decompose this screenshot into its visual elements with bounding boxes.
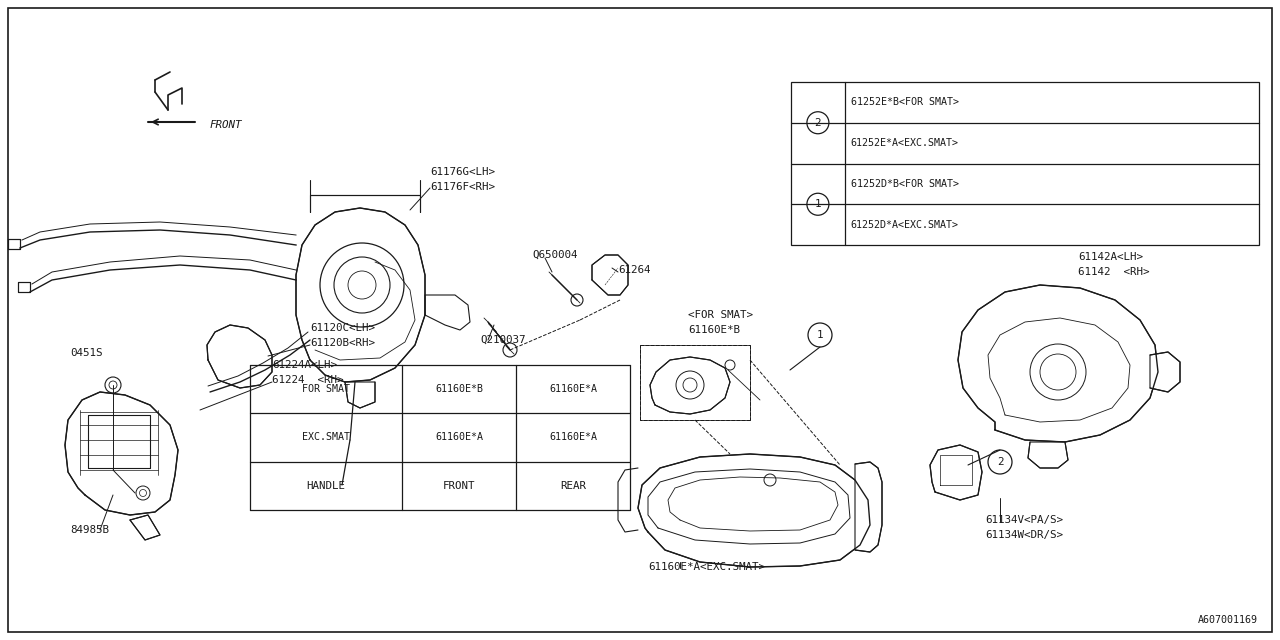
Polygon shape <box>957 285 1158 442</box>
Text: 61252D*B<FOR SMAT>: 61252D*B<FOR SMAT> <box>851 179 959 189</box>
Polygon shape <box>207 325 273 388</box>
Text: 1: 1 <box>817 330 823 340</box>
Text: 61176F<RH>: 61176F<RH> <box>430 182 495 192</box>
Text: FRONT: FRONT <box>443 481 475 491</box>
Text: 1: 1 <box>814 199 822 209</box>
Bar <box>791 82 1260 245</box>
Polygon shape <box>296 208 425 382</box>
Text: Q650004: Q650004 <box>532 250 577 260</box>
Text: 61252E*A<EXC.SMAT>: 61252E*A<EXC.SMAT> <box>851 138 959 148</box>
Text: 61134W<DR/S>: 61134W<DR/S> <box>986 530 1062 540</box>
Polygon shape <box>1028 442 1068 468</box>
Text: 61160E*A<EXC.SMAT>: 61160E*A<EXC.SMAT> <box>648 562 765 572</box>
Text: 61252E*B<FOR SMAT>: 61252E*B<FOR SMAT> <box>851 97 959 108</box>
Text: FRONT: FRONT <box>210 120 242 130</box>
Polygon shape <box>18 282 29 292</box>
Text: EXC.SMAT: EXC.SMAT <box>302 433 349 442</box>
Text: 61160E*A: 61160E*A <box>549 433 596 442</box>
Text: 61224  <RH>: 61224 <RH> <box>273 375 343 385</box>
Polygon shape <box>593 255 628 295</box>
Polygon shape <box>346 382 375 408</box>
Text: 61160E*A: 61160E*A <box>435 433 483 442</box>
Polygon shape <box>65 392 178 515</box>
Polygon shape <box>1149 352 1180 392</box>
Text: 61160E*B: 61160E*B <box>689 325 740 335</box>
Polygon shape <box>637 454 870 567</box>
Text: 61120C<LH>: 61120C<LH> <box>310 323 375 333</box>
Polygon shape <box>8 239 20 249</box>
Text: 61264: 61264 <box>618 265 650 275</box>
Text: <FOR SMAT>: <FOR SMAT> <box>689 310 753 320</box>
Text: 61176G<LH>: 61176G<LH> <box>430 167 495 177</box>
Text: 61142A<LH>: 61142A<LH> <box>1078 252 1143 262</box>
Text: HANDLE: HANDLE <box>306 481 346 491</box>
Text: 61160E*A: 61160E*A <box>549 384 596 394</box>
Text: 61134V<PA/S>: 61134V<PA/S> <box>986 515 1062 525</box>
Polygon shape <box>88 415 150 468</box>
Text: 61142  <RH>: 61142 <RH> <box>1078 267 1149 277</box>
Text: 2: 2 <box>997 457 1004 467</box>
Text: 2: 2 <box>814 118 822 128</box>
Text: 84985B: 84985B <box>70 525 109 535</box>
Polygon shape <box>855 462 882 552</box>
Text: 0451S: 0451S <box>70 348 102 358</box>
Polygon shape <box>931 445 982 500</box>
Text: FOR SMAT: FOR SMAT <box>302 384 349 394</box>
Text: 61120B<RH>: 61120B<RH> <box>310 338 375 348</box>
Text: REAR: REAR <box>561 481 586 491</box>
Text: 61160E*B: 61160E*B <box>435 384 483 394</box>
Polygon shape <box>131 515 160 540</box>
Text: 61224A<LH>: 61224A<LH> <box>273 360 337 370</box>
Text: A607001169: A607001169 <box>1198 615 1258 625</box>
Polygon shape <box>650 357 730 414</box>
Text: 61252D*A<EXC.SMAT>: 61252D*A<EXC.SMAT> <box>851 220 959 230</box>
Text: Q210037: Q210037 <box>480 335 526 345</box>
